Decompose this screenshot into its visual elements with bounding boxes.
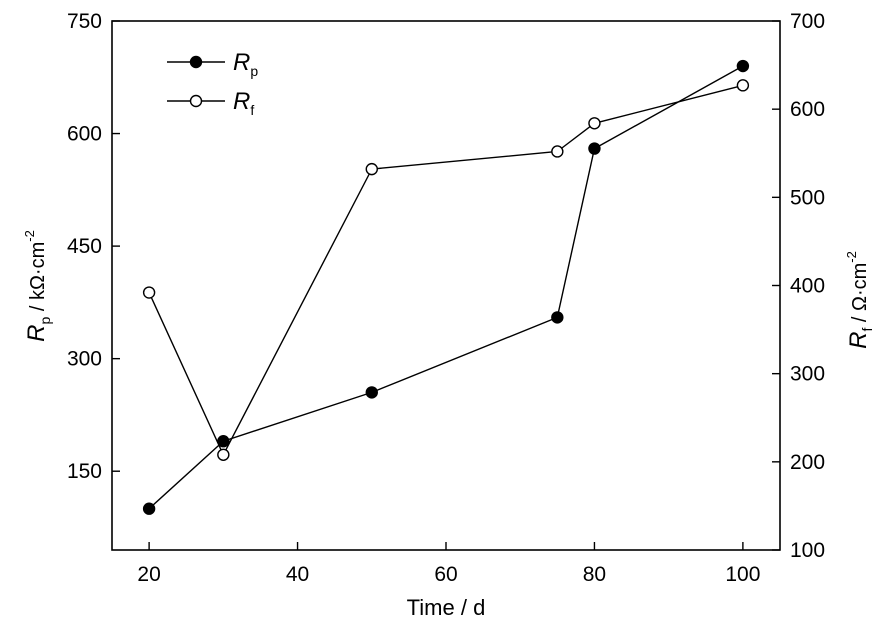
- x-tick-label-100: 100: [725, 563, 760, 586]
- legend-label-rp: Rp: [233, 49, 258, 79]
- point-rp-20: [142, 502, 156, 515]
- point-rp-80: [588, 142, 601, 155]
- point-rp-30: [217, 434, 230, 448]
- x-axis-title: Time / d: [407, 595, 486, 620]
- y-right-tick-label-500: 500: [790, 186, 825, 209]
- ticks-layer: 20 40 60 80 100 150 300 450 600 750 100 200 300 400 50…: [67, 10, 825, 586]
- y-left-tick-label-750: 750: [67, 10, 102, 33]
- point-rf-75: [551, 145, 564, 158]
- x-tick-label-40: 40: [286, 563, 309, 586]
- y-right-tick-label-700: 700: [790, 10, 825, 33]
- y-right-tick-label-600: 600: [790, 98, 825, 121]
- legend-entry-rp: Rp: [167, 49, 258, 79]
- lines-layer: [148, 65, 744, 510]
- x-tick-label-60: 60: [434, 563, 457, 586]
- point-rf-30: [217, 448, 230, 461]
- y-right-tick-label-300: 300: [790, 363, 825, 386]
- point-rp-100: [736, 59, 750, 73]
- y-right-tick-label-400: 400: [790, 275, 825, 298]
- x-tick-label-80: 80: [583, 563, 606, 586]
- legend: Rp Rf: [167, 49, 258, 118]
- y-left-tick-label-450: 450: [67, 235, 102, 258]
- y-right-axis-title: Rf / Ω·cm-2: [844, 251, 875, 349]
- y-left-axis-title: Rp / kΩ·cm-2: [22, 230, 53, 342]
- y-right-tick-label-200: 200: [790, 451, 825, 474]
- y-right-title-sub: f: [859, 328, 875, 332]
- legend-marker-rp: [189, 55, 203, 69]
- markers-layer: [142, 59, 750, 515]
- y-left-tick-label-300: 300: [67, 348, 102, 371]
- point-rf-80: [588, 117, 601, 130]
- x-tick-label-20: 20: [137, 563, 160, 586]
- y-right-tick-label-100: 100: [790, 539, 825, 562]
- point-rf-50: [365, 162, 378, 176]
- legend-label-rf: Rf: [233, 88, 254, 118]
- series-line-rp: [148, 65, 744, 510]
- point-rf-20: [142, 286, 156, 299]
- legend-marker-rf: [189, 94, 203, 108]
- y-left-title-sub: p: [37, 316, 53, 324]
- point-rp-50: [365, 386, 378, 399]
- point-rp-75: [551, 311, 564, 324]
- point-rf-100: [736, 79, 750, 92]
- y-right-title-rest: / Ω·cm: [849, 263, 871, 328]
- y-right-title-sup: -2: [844, 251, 859, 263]
- y-left-tick-label-600: 600: [67, 123, 102, 146]
- series-line-rf: [148, 84, 744, 457]
- y-right-title-main: R: [845, 332, 872, 349]
- y-left-title-main: R: [23, 324, 50, 341]
- y-left-tick-label-150: 150: [67, 460, 102, 483]
- y-left-title-sup: -2: [22, 230, 37, 242]
- legend-entry-rf: Rf: [167, 88, 254, 118]
- y-left-title-rest: / kΩ·cm: [27, 242, 49, 317]
